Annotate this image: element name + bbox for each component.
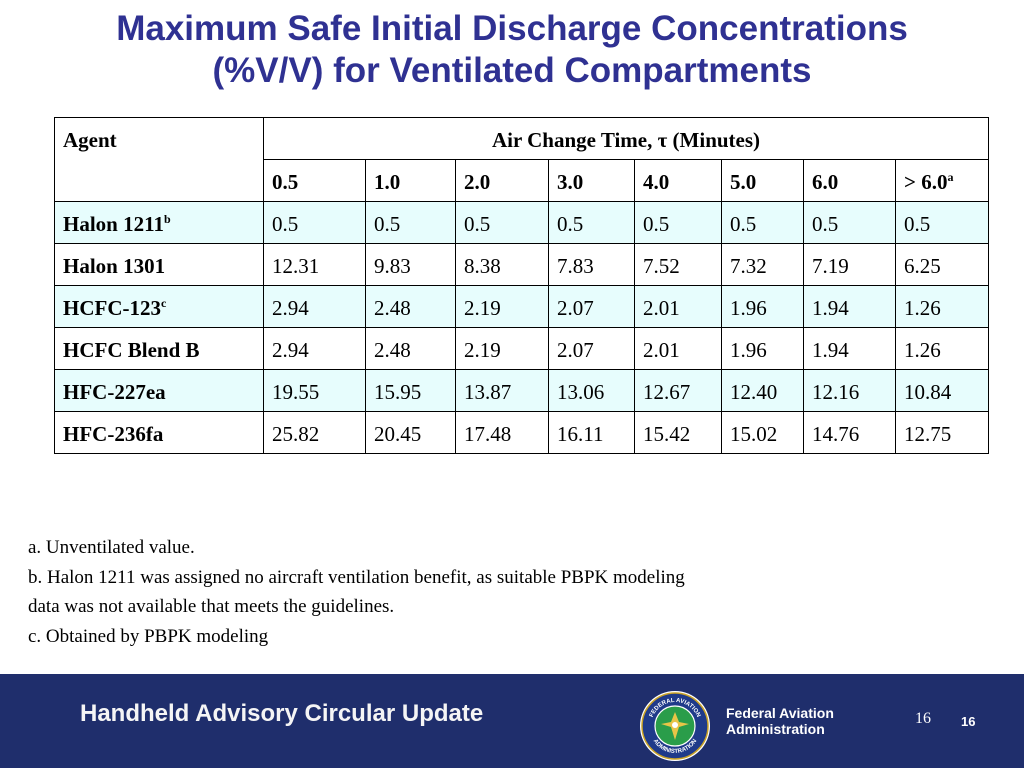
table-row: HFC-236fa 25.82 20.45 17.48 16.11 15.42 15.02 1… bbox=[54, 411, 989, 454]
page-number-bold: 16 bbox=[961, 714, 976, 729]
agent-name: Halon 1211 bbox=[63, 212, 164, 236]
value-cell: 2.94 bbox=[263, 285, 366, 328]
table-row: HCFC Blend B 2.94 2.48 2.19 2.07 2.01 1.96 1.94… bbox=[54, 327, 989, 370]
value-cell: 1.94 bbox=[803, 285, 896, 328]
slide-title: Maximum Safe Initial Discharge Concentra… bbox=[0, 8, 1024, 92]
agency-line-1: Federal Aviation bbox=[726, 705, 834, 721]
value-cell: 20.45 bbox=[365, 411, 456, 454]
value-cell: 7.19 bbox=[803, 243, 896, 286]
agent-cell: Halon 1211b bbox=[54, 201, 264, 244]
value-cell: 12.40 bbox=[721, 369, 804, 412]
agent-cell: HFC-227ea bbox=[54, 369, 264, 412]
footnote-marker: b bbox=[163, 212, 171, 226]
page-number: 16 bbox=[915, 710, 931, 727]
agent-name: HFC-236fa bbox=[63, 422, 164, 446]
value-cell: 12.75 bbox=[895, 411, 989, 454]
value-cell: 2.19 bbox=[455, 327, 549, 370]
value-cell: 2.01 bbox=[634, 327, 722, 370]
column-header: 6.0 bbox=[803, 159, 896, 202]
value-cell: 2.07 bbox=[548, 327, 635, 370]
column-header: 5.0 bbox=[721, 159, 804, 202]
column-header: 2.0 bbox=[455, 159, 549, 202]
value-cell: 0.5 bbox=[548, 201, 635, 244]
table-row: HCFC-123c 2.94 2.48 2.19 2.07 2.01 1.96 1.94 1.2… bbox=[54, 285, 989, 328]
value-cell: 2.19 bbox=[455, 285, 549, 328]
value-cell: 2.48 bbox=[365, 327, 456, 370]
value-cell: 1.26 bbox=[895, 285, 989, 328]
value-cell: 0.5 bbox=[803, 201, 896, 244]
column-header-label: > 6.0 bbox=[904, 170, 948, 194]
column-header: 1.0 bbox=[365, 159, 456, 202]
value-cell: 2.07 bbox=[548, 285, 635, 328]
value-cell: 1.96 bbox=[721, 285, 804, 328]
agent-cell: HFC-236fa bbox=[54, 411, 264, 454]
air-change-time-header: Air Change Time, τ (Minutes) bbox=[263, 117, 989, 160]
value-cell: 15.95 bbox=[365, 369, 456, 412]
agent-cell: Halon 1301 bbox=[54, 243, 264, 286]
value-cell: 13.87 bbox=[455, 369, 549, 412]
column-header: 0.5 bbox=[263, 159, 366, 202]
agent-name: HCFC-123 bbox=[63, 296, 161, 320]
agent-cell: HCFC Blend B bbox=[54, 327, 264, 370]
value-cell: 0.5 bbox=[634, 201, 722, 244]
value-cell: 0.5 bbox=[721, 201, 804, 244]
value-cell: 16.11 bbox=[548, 411, 635, 454]
value-cell: 2.48 bbox=[365, 285, 456, 328]
footnote-a: a. Unventilated value. bbox=[28, 537, 195, 558]
value-cell: 8.38 bbox=[455, 243, 549, 286]
footnote-b-continued: data was not available that meets the gu… bbox=[28, 596, 395, 617]
slide-title-line-1: Maximum Safe Initial Discharge Concentra… bbox=[116, 9, 908, 48]
footnote-marker: a bbox=[947, 170, 954, 184]
agent-name: HCFC Blend B bbox=[63, 338, 200, 362]
agent-header: Agent bbox=[54, 117, 264, 202]
value-cell: 1.94 bbox=[803, 327, 896, 370]
footnote-b: b. Halon 1211 was assigned no aircraft v… bbox=[28, 566, 685, 588]
value-cell: 14.76 bbox=[803, 411, 896, 454]
agent-name: HFC-227ea bbox=[63, 380, 166, 404]
value-cell: 1.96 bbox=[721, 327, 804, 370]
value-cell: 9.83 bbox=[365, 243, 456, 286]
column-header: 3.0 bbox=[548, 159, 635, 202]
column-header-last: > 6.0a bbox=[895, 159, 989, 202]
slide-title-line-2: (%V/V) for Ventilated Compartments bbox=[212, 51, 812, 90]
value-cell: 2.94 bbox=[263, 327, 366, 370]
footnote-marker: c bbox=[161, 296, 167, 310]
value-cell: 0.5 bbox=[455, 201, 549, 244]
value-cell: 13.06 bbox=[548, 369, 635, 412]
agent-cell: HCFC-123c bbox=[54, 285, 264, 328]
footnotes: a. Unventilated value. b. Halon 1211 was… bbox=[28, 533, 685, 651]
value-cell: 10.84 bbox=[895, 369, 989, 412]
table-header-row: Agent Air Change Time, τ (Minutes) bbox=[54, 117, 989, 202]
agency-line-2: Administration bbox=[726, 721, 825, 737]
value-cell: 0.5 bbox=[263, 201, 366, 244]
value-cell: 7.32 bbox=[721, 243, 804, 286]
value-cell: 17.48 bbox=[455, 411, 549, 454]
table-row: Halon 1301 12.31 9.83 8.38 7.83 7.52 7.32 7.19 6… bbox=[54, 243, 989, 286]
footer-title: Handheld Advisory Circular Update bbox=[80, 700, 484, 727]
concentration-table: Agent Air Change Time, τ (Minutes) 0.5 1… bbox=[54, 117, 989, 454]
value-cell: 7.52 bbox=[634, 243, 722, 286]
value-cell: 0.5 bbox=[895, 201, 989, 244]
value-cell: 15.42 bbox=[634, 411, 722, 454]
table-row: HFC-227ea 19.55 15.95 13.87 13.06 12.67 12.40 1… bbox=[54, 369, 989, 412]
value-cell: 1.26 bbox=[895, 327, 989, 370]
footnote-c: c. Obtained by PBPK modeling bbox=[28, 625, 269, 647]
value-cell: 19.55 bbox=[263, 369, 366, 412]
agency-name: Federal Aviation Administration bbox=[726, 705, 834, 737]
column-header: 4.0 bbox=[634, 159, 722, 202]
value-cell: 12.67 bbox=[634, 369, 722, 412]
value-cell: 6.25 bbox=[895, 243, 989, 286]
value-cell: 7.83 bbox=[548, 243, 635, 286]
value-cell: 12.16 bbox=[803, 369, 896, 412]
agent-name: Halon 1301 bbox=[63, 254, 166, 278]
faa-seal-icon: FEDERAL AVIATION ADMINISTRATION bbox=[640, 691, 710, 761]
table-row: Halon 1211b 0.5 0.5 0.5 0.5 0.5 0.5 0.5 0.5 bbox=[54, 201, 989, 244]
value-cell: 0.5 bbox=[365, 201, 456, 244]
value-cell: 2.01 bbox=[634, 285, 722, 328]
footer-bar: Handheld Advisory Circular Update FEDERA… bbox=[0, 674, 1024, 768]
value-cell: 15.02 bbox=[721, 411, 804, 454]
value-cell: 12.31 bbox=[263, 243, 366, 286]
value-cell: 25.82 bbox=[263, 411, 366, 454]
